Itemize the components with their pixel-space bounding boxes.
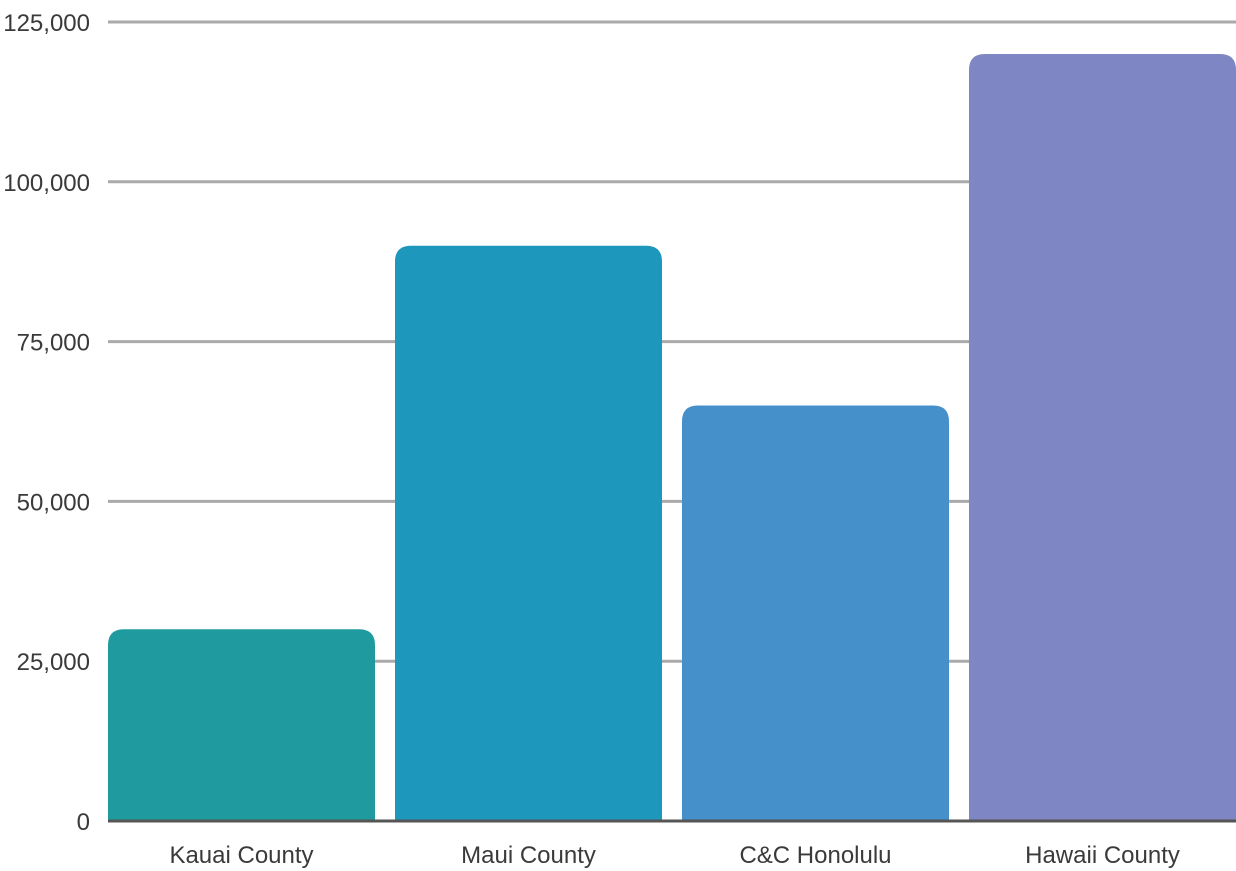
- x-category-label: Hawaii County: [1025, 842, 1180, 869]
- y-tick-label: 100,000: [3, 170, 90, 197]
- y-axis-tick-labels: 0 25,000 50,000 75,000 100,000 125,000: [3, 10, 90, 836]
- bars: [108, 53, 1236, 822]
- y-tick-label: 50,000: [17, 489, 90, 516]
- y-tick-label: 75,000: [17, 330, 90, 357]
- bar-hawaii-county: [969, 53, 1236, 821]
- y-tick-label: 125,000: [3, 10, 90, 37]
- x-category-label: C&C Honolulu: [739, 842, 891, 869]
- bar-c-c-honolulu: [682, 405, 949, 821]
- x-category-label: Kauai County: [169, 842, 313, 869]
- y-tick-label: 25,000: [17, 649, 90, 676]
- x-category-label: Maui County: [461, 842, 596, 869]
- x-axis-category-labels: Kauai County Maui County C&C Honolulu Hawai…: [169, 842, 1179, 869]
- bar-kauai-county: [108, 629, 375, 821]
- bar-maui-county: [395, 245, 662, 822]
- y-tick-label: 0: [77, 809, 90, 836]
